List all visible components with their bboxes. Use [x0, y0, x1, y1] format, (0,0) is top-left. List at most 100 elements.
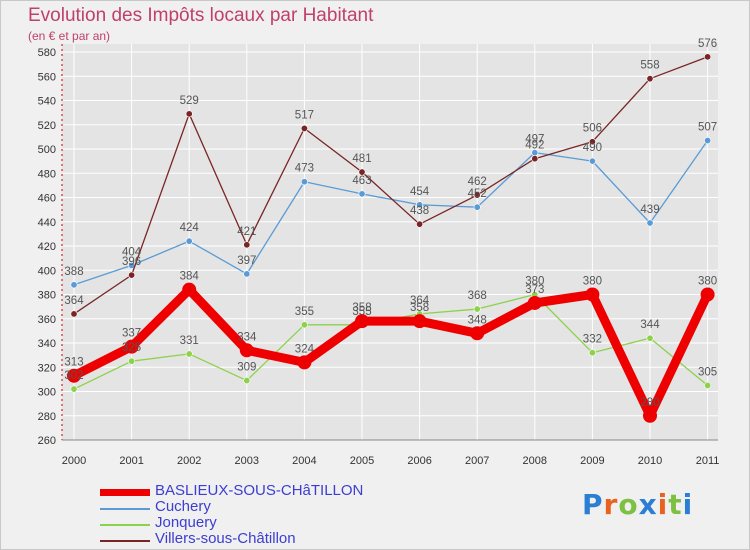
data-label-1: 388	[64, 266, 83, 278]
data-label-1: 473	[295, 163, 314, 175]
y-tick-label: 500	[38, 144, 56, 156]
y-tick-label: 580	[38, 47, 56, 59]
data-label-3: 506	[583, 123, 602, 135]
data-point-0	[700, 287, 715, 302]
data-label-3: 576	[698, 38, 717, 50]
y-tick-label: 460	[38, 193, 56, 205]
data-label-2: 325	[122, 342, 141, 354]
data-label-2: 355	[352, 306, 371, 318]
data-label-3: 438	[410, 205, 429, 217]
y-tick-label: 540	[38, 96, 56, 108]
data-point-2	[185, 350, 193, 358]
data-label-0: 358	[410, 302, 429, 314]
data-label-3: 396	[122, 256, 141, 268]
y-tick-label: 300	[38, 387, 56, 399]
data-point-0	[124, 339, 139, 354]
data-point-3	[300, 124, 308, 132]
x-tick-label: 2000	[62, 455, 86, 467]
data-label-1: 452	[468, 188, 487, 200]
data-point-1	[300, 178, 308, 186]
data-point-3	[128, 271, 136, 279]
data-label-1: 439	[640, 204, 659, 216]
data-label-1: 463	[352, 175, 371, 187]
data-point-0	[182, 282, 197, 297]
x-tick-label: 2005	[350, 455, 374, 467]
data-point-0	[527, 295, 542, 310]
legend-label-jonquery: Jonquery	[155, 514, 217, 531]
data-label-3: 492	[525, 140, 544, 152]
data-label-2: 364	[410, 295, 430, 307]
chart-subtitle: (en € et par an)	[28, 29, 111, 43]
data-point-1	[416, 201, 424, 209]
data-point-0	[67, 368, 81, 383]
data-point-1	[185, 237, 193, 245]
x-tick-label: 2002	[177, 455, 201, 467]
data-point-0	[297, 355, 312, 370]
data-point-1	[70, 281, 78, 289]
y-tick-label: 560	[38, 71, 56, 83]
plot-area	[62, 44, 718, 440]
data-point-3	[358, 168, 366, 176]
data-label-1: 404	[122, 246, 142, 258]
data-label-3: 481	[352, 153, 371, 165]
data-point-0	[470, 326, 485, 341]
data-label-3: 558	[640, 60, 659, 72]
x-tick-label: 2008	[523, 455, 547, 467]
data-point-3	[531, 155, 539, 163]
x-tick-label: 2007	[465, 455, 489, 467]
x-tick-label: 2006	[407, 455, 431, 467]
data-point-1	[358, 190, 366, 198]
legend-swatch-villers	[100, 540, 150, 542]
data-point-3	[588, 138, 596, 146]
data-label-1: 424	[180, 222, 200, 234]
series-line-1	[73, 140, 709, 286]
data-label-1: 454	[410, 186, 430, 198]
x-tick-label: 2010	[638, 455, 662, 467]
x-tick-label: 2004	[292, 455, 316, 467]
legend-swatch-jonquery	[100, 524, 150, 526]
data-point-1	[646, 219, 654, 227]
data-point-3	[185, 110, 193, 118]
data-label-3: 462	[468, 176, 487, 188]
data-point-2	[704, 381, 712, 389]
data-label-0: 324	[295, 343, 315, 355]
data-label-2: 332	[583, 334, 602, 346]
data-point-3	[70, 310, 78, 318]
data-label-3: 364	[64, 295, 84, 307]
data-point-0	[239, 343, 254, 358]
data-label-2: 368	[468, 290, 487, 302]
data-label-0: 337	[122, 328, 141, 340]
data-label-0: 334	[237, 331, 257, 343]
y-tick-label: 480	[38, 168, 56, 180]
x-tick-label: 2009	[580, 455, 604, 467]
proxiti-logo: Proxiti	[582, 488, 694, 521]
data-label-3: 421	[237, 226, 256, 238]
data-label-2: 302	[64, 370, 83, 382]
data-label-2: 305	[698, 366, 717, 378]
data-point-1	[588, 157, 596, 165]
legend-swatch-cuchery	[100, 508, 150, 510]
data-label-0: 280	[640, 397, 659, 409]
data-point-0	[585, 287, 600, 302]
data-point-1	[243, 270, 251, 278]
y-tick-label: 420	[38, 241, 56, 253]
data-point-1	[473, 203, 481, 211]
data-label-2: 380	[525, 276, 544, 288]
data-label-0: 358	[352, 302, 371, 314]
data-label-2: 331	[180, 335, 199, 347]
data-label-0: 348	[468, 314, 487, 326]
data-label-2: 344	[640, 319, 660, 331]
series-line-0	[71, 285, 712, 421]
data-label-0: 313	[64, 357, 83, 369]
y-tick-label: 360	[38, 314, 56, 326]
data-label-1: 507	[698, 122, 717, 134]
data-point-3	[646, 75, 654, 83]
data-label-1: 497	[525, 134, 544, 146]
data-point-3	[473, 191, 481, 199]
data-point-3	[243, 241, 251, 249]
data-label-2: 309	[237, 362, 256, 374]
data-point-3	[704, 53, 712, 61]
y-tick-label: 260	[38, 435, 56, 447]
y-tick-label: 380	[38, 290, 56, 302]
